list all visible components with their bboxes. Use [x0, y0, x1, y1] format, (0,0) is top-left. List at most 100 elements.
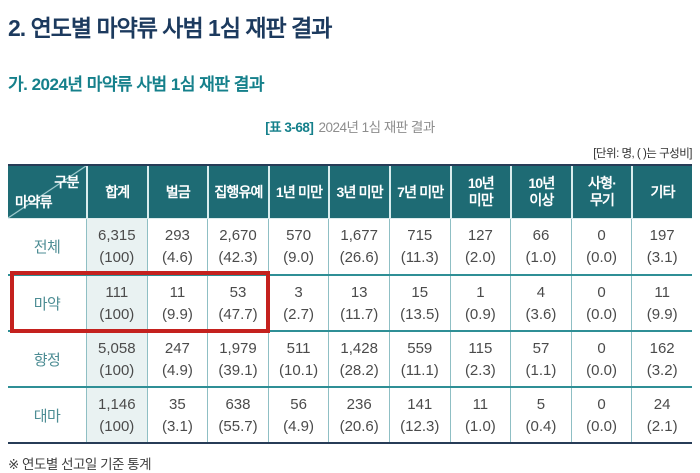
- table-cell: 638 (55.7): [207, 388, 268, 442]
- table-cell: 111 (100): [86, 276, 147, 330]
- table-cell: 0 (0.0): [570, 332, 632, 386]
- table-caption: [표 3-68] 2024년 1심 재판 결과: [8, 116, 692, 136]
- corner-cell: 구분 마약류: [8, 166, 86, 218]
- table-cell: 247 (4.9): [146, 332, 208, 386]
- table-cell: 2,670 (42.3): [207, 219, 268, 274]
- cell-count: 35: [169, 395, 186, 413]
- cell-count: 141: [407, 395, 433, 413]
- footnote: ※ 연도별 선고일 기준 통계: [8, 457, 152, 472]
- cell-ratio: (100): [99, 305, 135, 323]
- table-cell: 66 (1.0): [510, 219, 571, 274]
- table-row-narcotics: 마약 111 (100) 11 (9.9) 53 (47.7) 3 (2.7) 13 (1…: [8, 274, 692, 330]
- cell-count: 0: [597, 395, 606, 413]
- section-subtitle: 가. 2024년 마약류 사범 1심 재판 결과: [8, 75, 265, 94]
- cell-ratio: (39.1): [218, 361, 258, 379]
- table-cell: 570 (9.0): [267, 219, 329, 274]
- cell-ratio: (3.2): [646, 361, 678, 379]
- cell-count: 559: [407, 339, 433, 357]
- table-cell: 511 (10.1): [267, 332, 329, 386]
- cell-ratio: (11.1): [400, 361, 439, 379]
- cell-ratio: (3.1): [161, 417, 193, 435]
- col-header-total: 합계: [86, 166, 147, 218]
- cell-ratio: (0.0): [586, 249, 617, 266]
- cell-ratio: (100): [99, 417, 135, 435]
- cell-count: 1: [476, 283, 485, 301]
- cell-count: 53: [229, 283, 247, 301]
- table-cell: 559 (11.1): [388, 332, 450, 386]
- results-table: 구분 마약류 합계 벌금 집행유예 1년 미만 3년 미만 7년 미만 10년 …: [8, 164, 692, 444]
- cell-ratio: (10.1): [278, 361, 319, 379]
- cell-ratio: (1.0): [525, 249, 557, 266]
- col-header-under-7yr: 7년 미만: [388, 166, 450, 218]
- cell-count: 162: [649, 339, 675, 357]
- cell-count: 247: [164, 339, 190, 357]
- cell-ratio: (28.2): [339, 361, 379, 379]
- cell-count: 15: [411, 283, 429, 301]
- cell-count: 511: [286, 339, 311, 357]
- cell-count: 111: [105, 283, 129, 301]
- col-header-under-3yr: 3년 미만: [328, 166, 389, 218]
- cell-count: 293: [164, 227, 190, 244]
- cell-ratio: (0.4): [525, 417, 557, 435]
- cell-ratio: (0.0): [586, 305, 617, 323]
- row-label: 대마: [33, 407, 61, 425]
- table-cell: 1 (0.9): [449, 276, 511, 330]
- table-cell: 56 (4.9): [267, 388, 329, 442]
- col-header-over-10yr: 10년 이상: [510, 166, 571, 218]
- table-cell: 1,428 (28.2): [328, 332, 389, 386]
- unit-note: [단위: 명, ( )는 구성비]: [593, 148, 692, 160]
- cell-count: 0: [597, 227, 606, 244]
- cell-ratio: (9.9): [646, 305, 678, 323]
- cell-ratio: (2.0): [464, 249, 496, 266]
- table-cell: 5 (0.4): [510, 388, 571, 442]
- row-label: 전체: [33, 239, 61, 256]
- cell-count: 3: [294, 283, 303, 301]
- cell-count: 0: [597, 339, 606, 357]
- row-label: 향정: [33, 351, 61, 369]
- cell-count: 1,428: [340, 339, 378, 357]
- table-row-psychotropics: 향정 5,058 (100) 247 (4.9) 1,979 (39.1) 511 (1…: [8, 330, 692, 386]
- cell-ratio: (55.7): [218, 417, 258, 435]
- table-cell: 3 (2.7): [267, 276, 329, 330]
- cell-count: 1,979: [219, 339, 257, 357]
- table-cell: 11 (9.9): [146, 276, 208, 330]
- table-row-cannabis: 대마 1,146 (100) 35 (3.1) 638 (55.7) 56 (4.9) …: [8, 386, 692, 442]
- cell-ratio: (2.3): [464, 361, 496, 379]
- table-caption-text: 2024년 1심 재판 결과: [318, 120, 435, 135]
- cell-ratio: (0.0): [586, 361, 617, 379]
- cell-ratio: (26.6): [339, 249, 379, 266]
- cell-ratio: (4.9): [283, 417, 314, 435]
- table-cell: 715 (11.3): [388, 219, 450, 274]
- table-cell: 115 (2.3): [449, 332, 511, 386]
- cell-ratio: (9.0): [283, 249, 314, 266]
- col-header-under-10yr: 10년 미만: [449, 166, 511, 218]
- table-cell: 15 (13.5): [388, 276, 450, 330]
- cell-ratio: (100): [99, 361, 135, 379]
- table-cell: 197 (3.1): [631, 219, 692, 274]
- row-label: 마약: [33, 295, 61, 313]
- cell-count: 570: [286, 227, 312, 244]
- table-cell: 141 (12.3): [388, 388, 450, 442]
- cell-count: 638: [225, 395, 251, 413]
- corner-label-bottom: 마약류: [15, 194, 53, 210]
- col-header-probation: 집행유예: [207, 166, 268, 218]
- cell-ratio: (3.1): [646, 249, 678, 266]
- table-cell: 293 (4.6): [146, 219, 208, 274]
- table-header-row: 구분 마약류 합계 벌금 집행유예 1년 미만 3년 미만 7년 미만 10년 …: [8, 166, 692, 218]
- cell-ratio: (0.0): [586, 417, 617, 435]
- cell-ratio: (11.7): [340, 305, 379, 323]
- col-header-etc: 기타: [631, 166, 692, 218]
- cell-count: 56: [290, 395, 307, 413]
- cell-count: 11: [169, 283, 186, 301]
- cell-ratio: (2.7): [283, 305, 314, 323]
- table-cell: 11 (9.9): [631, 276, 692, 330]
- col-header-fine: 벌금: [146, 166, 208, 218]
- col-header-death-life: 사형· 무기: [570, 166, 632, 218]
- cell-ratio: (3.6): [525, 305, 557, 323]
- cell-count: 5,058: [98, 339, 136, 357]
- cell-ratio: (2.1): [646, 417, 678, 435]
- cell-ratio: (42.3): [218, 249, 258, 266]
- cell-ratio: (4.6): [161, 249, 193, 266]
- cell-count: 115: [468, 339, 493, 357]
